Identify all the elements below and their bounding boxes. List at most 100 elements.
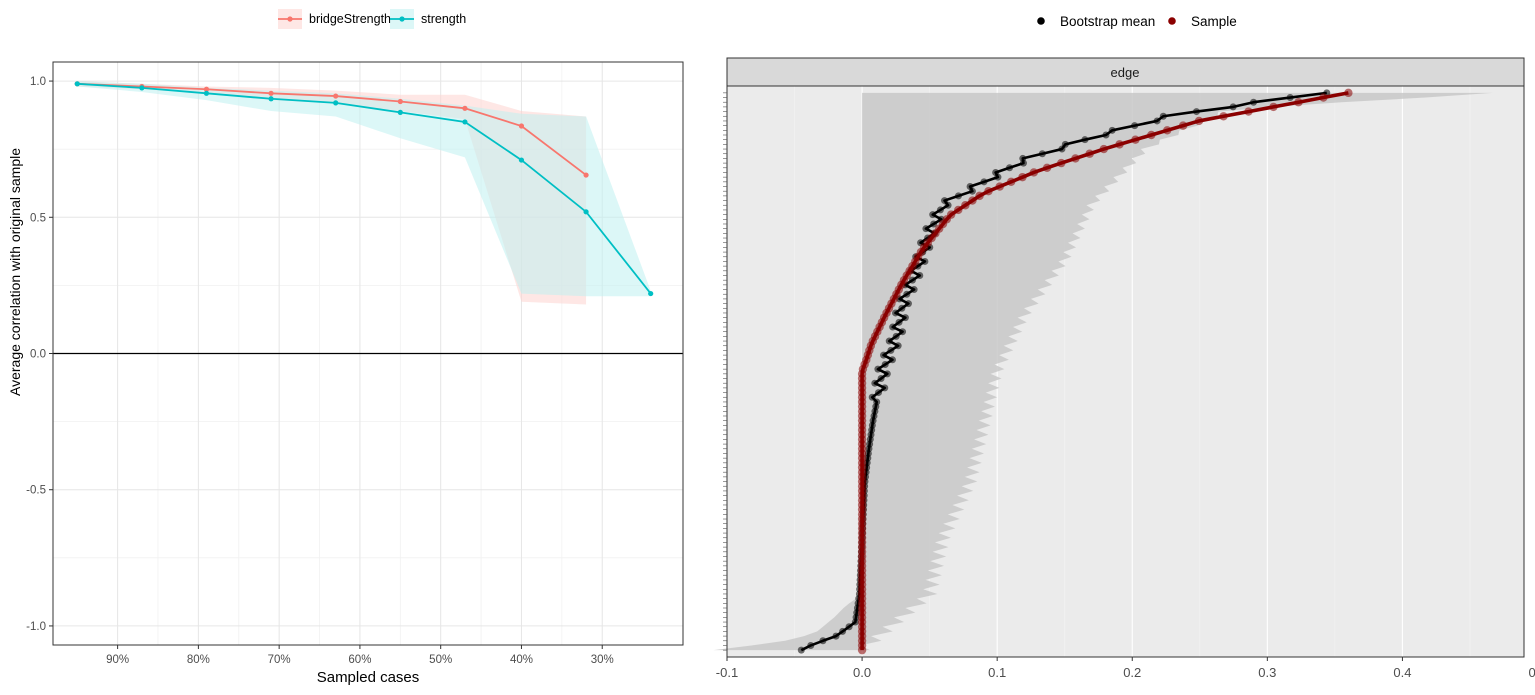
edge-data-point-Bootstrap-mean (921, 257, 929, 265)
edge-data-point-Bootstrap-mean (992, 168, 1000, 176)
edge-data-point-Bootstrap-mean (1193, 108, 1201, 116)
edge-data-point-Sample (1344, 88, 1353, 98)
edge-data-point-Sample (1071, 154, 1080, 163)
edge-data-point-Bootstrap-mean (1131, 122, 1139, 130)
edge-data-point-Sample (961, 201, 970, 210)
edge-data-point-Sample (1042, 163, 1052, 172)
x-tick-label: 50% (429, 654, 452, 666)
edge-data-point-Sample (975, 191, 984, 201)
edge-x-tick-label: -0.1 (716, 665, 738, 680)
edge-data-point-Sample (1219, 112, 1228, 121)
data-point-strength (462, 119, 468, 125)
edge-data-point-Sample (946, 210, 956, 219)
edge-data-point-Bootstrap-mean (839, 627, 847, 635)
edge-x-tick-label: 0.3 (1258, 665, 1276, 680)
y-tick-label: 0.0 (30, 349, 46, 361)
edge-data-point-Sample (984, 186, 993, 196)
legend-label-strength: strength (421, 12, 466, 26)
edge-data-point-Bootstrap-mean (922, 225, 930, 233)
legend-label-bridgeStrength: bridgeStrength (309, 12, 391, 26)
edge-data-point-Bootstrap-mean (892, 309, 900, 317)
edge-data-point-Sample (1115, 140, 1124, 149)
data-point-strength (648, 290, 654, 297)
data-point-strength (139, 85, 145, 91)
edge-data-point-Bootstrap-mean (819, 637, 827, 645)
edge-data-point-Bootstrap-mean (889, 323, 897, 331)
x-tick-label: 40% (510, 654, 533, 666)
edge-data-point-Sample (1194, 116, 1204, 126)
edge-data-point-Bootstrap-mean (980, 178, 988, 186)
edge-data-point-Bootstrap-mean (1250, 98, 1258, 106)
edge-data-point-Bootstrap-mean (908, 276, 916, 284)
series-line-strength (77, 82, 652, 295)
y-tick-label: -1.0 (26, 621, 46, 633)
left-y-axis-label: Average correlation with original sample (7, 148, 23, 396)
edge-data-point-Bootstrap-mean (874, 365, 882, 373)
edge-data-point-Sample (1244, 107, 1253, 116)
edge-data-point-Bootstrap-mean (875, 389, 883, 397)
edge-data-point-Sample (1294, 98, 1303, 107)
edge-data-point-Sample (1029, 168, 1039, 177)
legend-key-point (399, 16, 405, 22)
edge-data-point-Bootstrap-mean (1108, 126, 1116, 134)
edge-data-point-Sample (1163, 126, 1172, 135)
edge-data-point-Sample (995, 182, 1004, 191)
edge-data-point-Bootstrap-mean (845, 623, 853, 631)
x-tick-label: 90% (106, 654, 129, 666)
edge-data-point-Bootstrap-mean (1102, 131, 1110, 139)
x-tick-label: 60% (348, 654, 371, 666)
edge-x-tick-label: 0.0 (853, 665, 871, 680)
edge-data-point-Bootstrap-mean (1081, 136, 1089, 144)
data-point-bridgeStrength (583, 172, 589, 178)
x-tick-label: 30% (591, 654, 614, 666)
edge-data-point-Bootstrap-mean (903, 290, 911, 298)
x-tick-label: 70% (268, 654, 291, 666)
edge-data-point-Bootstrap-mean (966, 183, 974, 191)
edge-data-point-Bootstrap-mean (883, 370, 891, 378)
edge-data-point-Sample (1018, 172, 1027, 182)
legend-key-point (287, 16, 293, 22)
edge-x-tick-label: 0.1 (988, 665, 1006, 680)
edge-data-point-Bootstrap-mean (881, 360, 889, 368)
edge-data-point-Bootstrap-mean (1019, 154, 1027, 162)
y-tick-label: 1.0 (30, 76, 46, 88)
edge-data-point-Bootstrap-mean (901, 314, 909, 322)
edge-data-point-Bootstrap-mean (880, 351, 888, 359)
edge-data-point-Bootstrap-mean (916, 271, 924, 279)
edge-data-point-Bootstrap-mean (898, 304, 906, 312)
facet-strip (726, 57, 1525, 87)
edge-data-point-Sample (968, 196, 977, 205)
left-x-axis-label: Sampled cases (317, 669, 420, 686)
left-legend: bridgeStrength strength (278, 9, 466, 29)
data-point-bridgeStrength (397, 98, 403, 105)
left-stability-panel: 90% 80% 70% 60% 50% 40% 30% -1.0 -0.5 0.0 0.5 1.0 br… (26, 9, 684, 666)
data-point-strength (203, 90, 210, 96)
edge-data-point-Bootstrap-mean (1061, 140, 1069, 148)
edge-x-tick-label: 0.2 (1123, 665, 1141, 680)
legend-key-point (1168, 17, 1176, 25)
edge-data-point-Bootstrap-mean (832, 632, 840, 640)
edge-data-point-Bootstrap-mean (904, 300, 912, 308)
edge-data-point-Bootstrap-mean (888, 356, 896, 364)
edge-data-point-Bootstrap-mean (877, 375, 885, 383)
edge-data-point-Bootstrap-mean (1153, 117, 1161, 125)
edge-data-point-Sample (1131, 135, 1140, 144)
data-point-bridgeStrength (203, 86, 210, 92)
edge-data-point-Bootstrap-mean (871, 379, 879, 387)
edge-data-point-Bootstrap-mean (892, 332, 900, 340)
edge-data-point-Bootstrap-mean (887, 346, 895, 354)
data-point-strength (268, 96, 274, 102)
x-tick-label: 80% (187, 654, 210, 666)
data-point-bridgeStrength (268, 90, 274, 96)
edge-data-point-Bootstrap-mean (797, 646, 805, 654)
edge-data-point-Bootstrap-mean (868, 393, 876, 401)
edge-x-tick-label: 0.5 (1528, 665, 1535, 680)
data-point-strength (333, 100, 339, 106)
edge-data-point-Bootstrap-mean (941, 197, 949, 205)
edge-data-point-Bootstrap-mean (899, 328, 907, 336)
data-point-strength (518, 157, 525, 163)
edge-ci-band (713, 92, 1493, 651)
edge-data-point-Bootstrap-mean (954, 192, 962, 200)
